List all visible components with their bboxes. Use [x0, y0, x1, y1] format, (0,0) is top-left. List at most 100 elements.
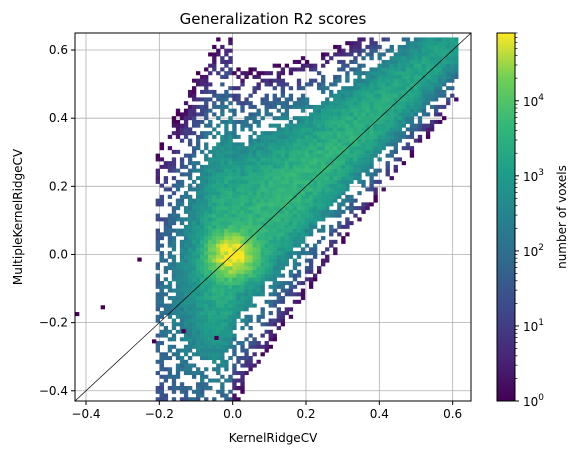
- heatmap-bin: [187, 142, 193, 147]
- heatmap-bin: [333, 247, 338, 252]
- heatmap-bin: [175, 292, 181, 297]
- heatmap-bin: [409, 97, 415, 102]
- heatmap-bin: [155, 397, 160, 401]
- heatmap-bin: [228, 138, 233, 143]
- heatmap-bin: [232, 318, 237, 323]
- heatmap-bin: [191, 307, 197, 312]
- heatmap-bin: [212, 254, 217, 259]
- heatmap-bin: [353, 131, 358, 136]
- heatmap-bin: [308, 127, 314, 132]
- heatmap-bin: [191, 89, 197, 94]
- heatmap-bin: [417, 74, 423, 79]
- heatmap-bin: [409, 41, 415, 46]
- heatmap-bin: [187, 153, 193, 158]
- heatmap-bin: [256, 168, 261, 173]
- heatmap-bin: [349, 138, 354, 143]
- heatmap-bin: [304, 243, 310, 248]
- heatmap-bin: [312, 153, 318, 158]
- heatmap-bin: [260, 352, 265, 357]
- heatmap-bin: [264, 78, 269, 83]
- heatmap-bin: [425, 74, 431, 79]
- heatmap-bin: [337, 213, 342, 218]
- heatmap-bin: [345, 217, 350, 222]
- heatmap-bin: [236, 198, 241, 203]
- heatmap-bin: [244, 172, 249, 177]
- heatmap-bin: [179, 322, 185, 327]
- heatmap-bin: [268, 194, 273, 199]
- heatmap-bin: [268, 333, 273, 338]
- heatmap-bin: [196, 367, 201, 372]
- heatmap-bin: [357, 146, 362, 151]
- heatmap-bin: [385, 127, 390, 132]
- heatmap-bin: [433, 97, 439, 102]
- heatmap-bin: [196, 191, 201, 196]
- heatmap-bin: [300, 209, 306, 214]
- heatmap-bin: [187, 217, 193, 222]
- heatmap-bin: [300, 288, 306, 293]
- heatmap-bin: [260, 198, 265, 203]
- heatmap-bin: [264, 194, 269, 199]
- heatmap-bin: [191, 119, 197, 124]
- heatmap-bin: [171, 176, 177, 181]
- heatmap-bin: [405, 59, 411, 64]
- heatmap-bin: [220, 284, 225, 289]
- heatmap-bin: [442, 52, 447, 57]
- heatmap-bin: [345, 108, 350, 113]
- heatmap-bin: [216, 296, 221, 301]
- heatmap-bin: [155, 266, 160, 271]
- heatmap-bin: [252, 86, 257, 91]
- heatmap-bin: [216, 37, 221, 42]
- heatmap-bin: [212, 314, 217, 319]
- heatmap-bin: [260, 288, 265, 293]
- heatmap-bin: [200, 356, 205, 361]
- heatmap-bin: [321, 146, 326, 151]
- heatmap-bin: [232, 262, 237, 267]
- heatmap-bin: [317, 149, 322, 154]
- heatmap-bin: [296, 157, 302, 162]
- heatmap-bin: [236, 341, 241, 346]
- heatmap-bin: [304, 202, 310, 207]
- heatmap-bin: [175, 198, 181, 203]
- heatmap-bin: [183, 251, 189, 256]
- heatmap-bin: [212, 146, 217, 151]
- heatmap-bin: [200, 179, 205, 184]
- heatmap-bin: [381, 116, 386, 121]
- heatmap-bin: [280, 86, 286, 91]
- heatmap-bin: [288, 142, 294, 147]
- heatmap-bin: [369, 183, 374, 188]
- heatmap-bin: [321, 217, 326, 222]
- heatmap-bin: [167, 251, 173, 256]
- heatmap-bin: [361, 82, 366, 87]
- heatmap-bin: [433, 56, 439, 61]
- heatmap-bin: [159, 299, 165, 304]
- heatmap-bin: [280, 164, 286, 169]
- heatmap-bin: [216, 348, 221, 353]
- heatmap-bin: [200, 78, 205, 83]
- heatmap-bin: [256, 161, 261, 166]
- heatmap-bin: [296, 194, 302, 199]
- heatmap-bin: [421, 56, 427, 61]
- heatmap-bin: [276, 243, 281, 248]
- heatmap-bin: [204, 299, 209, 304]
- heatmap-bin: [204, 213, 209, 218]
- heatmap-bin: [220, 134, 225, 139]
- heatmap-bin: [228, 191, 233, 196]
- heatmap-bin: [216, 161, 221, 166]
- heatmap-bin: [167, 164, 173, 169]
- heatmap-bin: [260, 239, 265, 244]
- heatmap-bin: [409, 119, 415, 124]
- heatmap-bin: [429, 59, 435, 64]
- heatmap-bin: [288, 97, 294, 102]
- heatmap-bin: [308, 251, 314, 256]
- heatmap-bin: [272, 104, 277, 109]
- heatmap-bin: [341, 119, 346, 124]
- heatmap-bin: [228, 101, 233, 106]
- heatmap-bin: [260, 254, 265, 259]
- heatmap-bin: [200, 104, 205, 109]
- heatmap-bin: [191, 131, 197, 136]
- heatmap-bin: [224, 183, 229, 188]
- heatmap-bin: [220, 209, 225, 214]
- heatmap-bin: [179, 131, 185, 136]
- heatmap-bin: [220, 303, 225, 308]
- heatmap-bin: [248, 243, 253, 248]
